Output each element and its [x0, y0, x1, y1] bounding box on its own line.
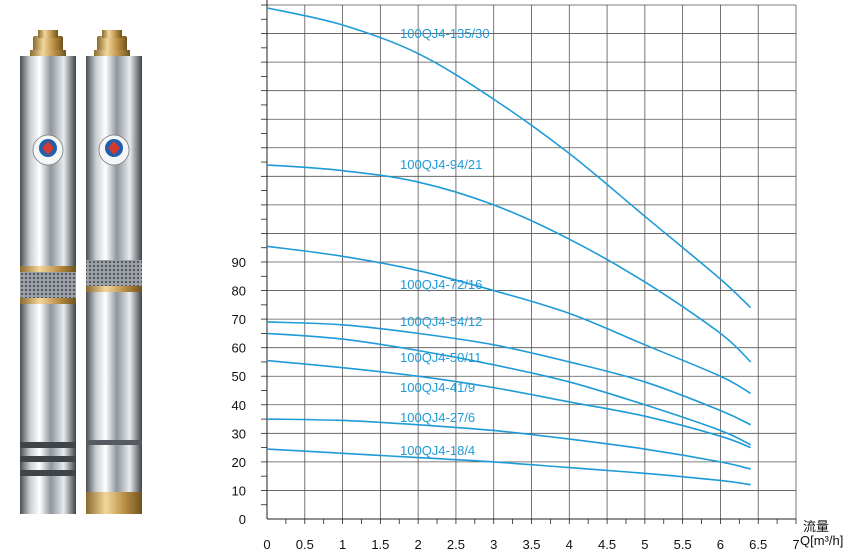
x-tick-label: 1: [339, 537, 346, 552]
series-label: 100QJ4-50/11: [400, 350, 481, 365]
series-label: 100QJ4-54/12: [400, 314, 482, 329]
y-tick-label: 70: [232, 312, 246, 327]
x-tick-label: 5.5: [674, 537, 692, 552]
chart-grid: [267, 4, 797, 519]
series-line: [266, 321, 752, 426]
y-tick-label: 50: [232, 369, 246, 384]
y-tick-label: 40: [232, 398, 246, 413]
y-tick-label: 30: [232, 426, 246, 441]
series-line: [266, 359, 751, 449]
x-tick-label: 3.5: [522, 537, 540, 552]
x-tick-label: 0.5: [296, 537, 314, 552]
series-line: [266, 7, 752, 309]
x-tick-label: 1.5: [371, 537, 389, 552]
series-line: [266, 245, 752, 395]
x-tick-label: 4: [566, 537, 573, 552]
x-tick-label: 3: [490, 537, 497, 552]
x-tick-label: 2: [415, 537, 422, 552]
y-tick-label: 10: [232, 483, 246, 498]
performance-curves: 100QJ4-135/30 100QJ4-94/21 100QJ4-72/16 100…: [266, 7, 752, 486]
x-axis-label: 流量: [803, 519, 829, 534]
series-label: 100QJ4-18/4: [400, 443, 475, 458]
x-tick-label: 2.5: [447, 537, 465, 552]
pump-photo: [20, 30, 142, 514]
y-tick-label: 80: [232, 284, 246, 299]
y-tick-label: 0: [239, 512, 246, 527]
series-label: 100QJ4-41/9: [400, 380, 475, 395]
series-line: [266, 448, 751, 486]
series-line: [266, 418, 751, 470]
pump-right: [86, 30, 142, 514]
series-label: 100QJ4-94/21: [400, 157, 482, 172]
x-tick-label: 4.5: [598, 537, 616, 552]
series-label: 100QJ4-72/16: [400, 277, 482, 292]
x-axis-unit: Q[m³/h]: [800, 533, 843, 548]
y-tick-label: 20: [232, 455, 246, 470]
x-tick-label: 6.5: [749, 537, 767, 552]
x-tick-label: 0: [263, 537, 270, 552]
x-tick-label: 7: [792, 537, 799, 552]
chart-axes: [261, 0, 797, 524]
y-tick-labels: 0 10 20 30 40 50 60 70 80 90: [232, 255, 246, 527]
x-tick-label: 6: [717, 537, 724, 552]
x-tick-label: 5: [641, 537, 648, 552]
series-label: 100QJ4-27/6: [400, 410, 475, 425]
x-tick-labels: 0 0.5 1 1.5 2 2.5 3 3.5 4 4.5 5 5.5 6 6.5 7: [263, 537, 799, 552]
pump-left: [20, 30, 76, 514]
y-tick-label: 90: [232, 255, 246, 270]
series-label: 100QJ4-135/30: [400, 26, 490, 41]
y-tick-label: 60: [232, 341, 246, 356]
series-line: [266, 332, 752, 446]
series-line: [266, 164, 752, 363]
